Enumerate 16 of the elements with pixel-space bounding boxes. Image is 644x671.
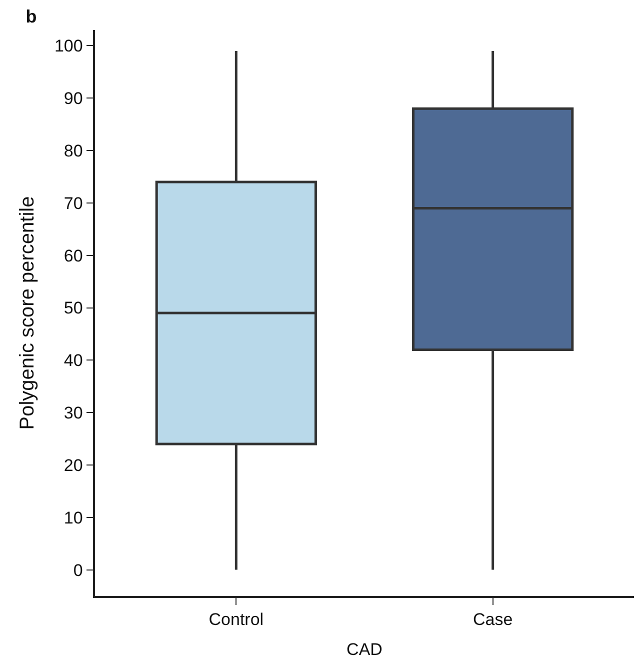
y-tick-label: 60 [64, 246, 83, 266]
y-tick-label: 40 [64, 351, 83, 370]
y-tick-label: 20 [64, 456, 83, 475]
y-axis-title: Polygenic score percentile [16, 196, 38, 430]
y-tick-label: 80 [64, 141, 83, 160]
x-tick-label: Control [208, 610, 264, 630]
y-tick-label: 0 [73, 560, 83, 580]
y-tick-label: 90 [64, 89, 83, 108]
y-tick-label: 30 [64, 404, 83, 423]
chart-title: b [26, 6, 37, 27]
x-tick-label: Case [472, 610, 513, 630]
y-tick-label: 10 [64, 508, 83, 528]
x-axis-title: CAD [346, 640, 382, 660]
y-tick-label: 70 [64, 194, 83, 213]
y-tick-label: 100 [54, 36, 83, 56]
y-tick-label: 50 [64, 298, 83, 318]
